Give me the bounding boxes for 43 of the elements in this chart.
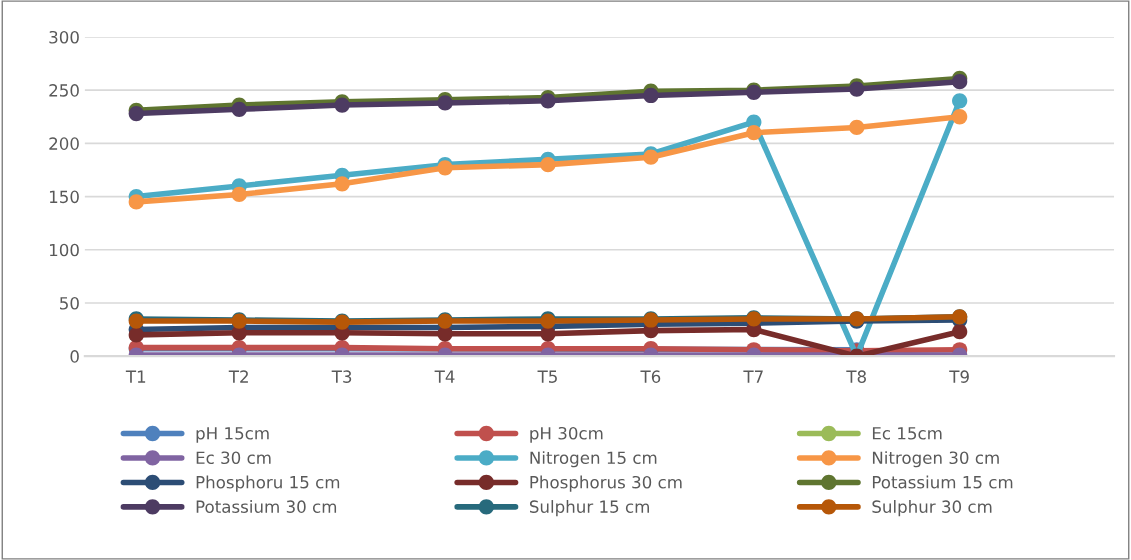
point [540,93,556,109]
point [128,327,144,343]
legend-label: Potassium 15 cm [872,475,1013,489]
y-tick-label: 250 [49,84,79,97]
point [746,125,762,141]
point [540,326,556,342]
point [334,176,350,192]
point [952,93,968,109]
y-tick-label: 300 [49,30,79,44]
y-tick-label: 150 [49,190,79,204]
legend-label: Ec 15cm [872,427,942,440]
point [952,109,968,125]
x-tick-label: T9 [949,370,969,383]
x-tick-label: T1 [125,370,146,383]
legend-label: Ec 30 cm [196,451,271,465]
x-tick-label: T2 [228,370,248,383]
x-tick-label: T7 [743,370,763,383]
legend-label: Potassium 30 cm [196,500,337,513]
x-tick-label: T3 [331,370,352,383]
y-tick-label: 0 [70,350,79,363]
legend-label: pH 15cm [196,427,269,443]
legend-label: Sulphur 30 cm [872,500,992,517]
point [540,157,556,173]
y-tick-label: 200 [49,137,79,150]
legend-label: Nitrogen 30 cm [872,451,999,468]
legend-label: Nitrogen 15 cm [530,451,657,468]
y-tick-label: 50 [60,296,79,310]
point [849,119,865,136]
point [643,87,659,104]
point [952,74,968,90]
point [231,186,247,203]
legend-label: pH 30cm [530,426,603,443]
y-tick-label: 100 [49,243,79,257]
point [231,101,247,117]
x-tick-label: T8 [846,370,866,383]
point [128,194,144,210]
x-tick-label: T6 [640,370,661,383]
legend-label: Phosphoru 15 cm [196,475,340,492]
legend-label: Phosphorus 30 cm [530,475,682,492]
legend-label: Sulphur 15 cm [529,500,649,517]
point [952,324,968,340]
x-tick-label: T5 [537,370,557,383]
x-tick-label: T4 [434,370,455,383]
